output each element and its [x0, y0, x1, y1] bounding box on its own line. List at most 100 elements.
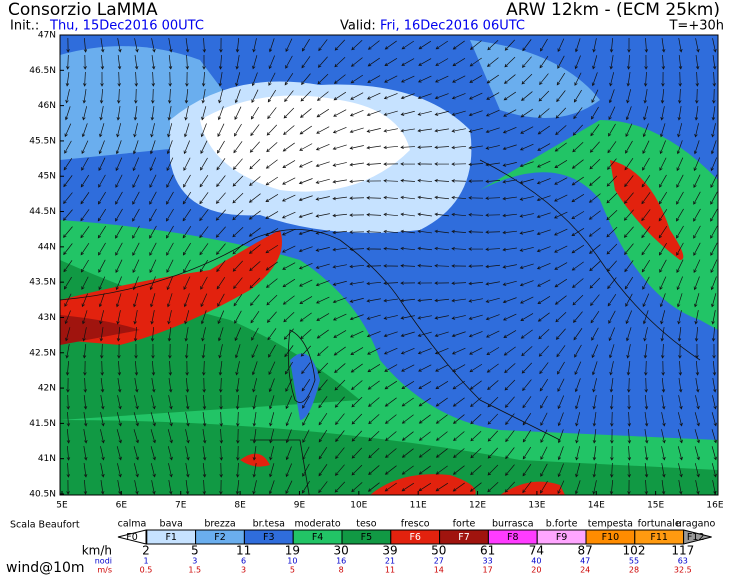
wind-arrow — [608, 327, 615, 342]
wind-arrow — [100, 446, 105, 461]
wind-arrow — [385, 431, 397, 441]
wind-arrow — [485, 314, 500, 321]
wind-arrow — [351, 447, 363, 459]
wind-arrow — [677, 327, 682, 342]
wind-arrow — [661, 378, 666, 393]
wind-arrow — [520, 126, 534, 134]
wind-arrow — [133, 310, 138, 325]
wind-arrow — [609, 55, 614, 70]
wind-arrow — [540, 446, 548, 460]
wind-arrow — [334, 379, 346, 391]
wind-arrow — [571, 211, 585, 219]
wind-arrow — [268, 344, 276, 358]
lat-label: 45N — [38, 172, 56, 182]
wind-arrow — [235, 72, 241, 87]
wind-arrow — [285, 38, 293, 53]
beaufort-name: b.forte — [546, 519, 578, 530]
wind-arrow — [266, 124, 278, 136]
wind-arrow — [168, 38, 173, 53]
wind-arrow — [266, 294, 278, 306]
beaufort-box — [683, 529, 712, 545]
wind-arrow — [217, 327, 224, 342]
wind-arrow — [590, 310, 600, 324]
wind-arrow — [252, 55, 258, 70]
wind-arrow — [251, 344, 259, 359]
wind-arrow — [266, 142, 278, 153]
wind-arrow — [202, 463, 207, 478]
wind-arrow — [351, 482, 363, 493]
wind-arrow — [200, 157, 208, 171]
wind-arrow — [677, 412, 683, 427]
lat-label: 45.5N — [29, 136, 56, 146]
wind-arrow — [643, 344, 648, 359]
wind-arrow — [285, 55, 293, 69]
wind-arrow — [553, 211, 568, 219]
wind-arrow — [401, 448, 414, 458]
wind-arrow — [150, 326, 155, 342]
wind-arrow — [252, 429, 257, 444]
wind-arrow — [487, 482, 499, 493]
wind-arrow — [711, 446, 717, 461]
wind-arrow — [554, 194, 568, 202]
wind-arrow — [167, 310, 172, 325]
wind-arrow — [678, 463, 683, 478]
wind-arrow — [66, 54, 70, 70]
wind-arrow — [185, 395, 190, 410]
wind-arrow — [283, 328, 294, 340]
wind-arrow — [400, 128, 415, 133]
wind-arrow — [536, 195, 551, 202]
wind-arrow — [468, 110, 483, 117]
wind-arrow — [710, 276, 717, 291]
wind-arrow — [168, 360, 173, 376]
wind-arrow — [641, 259, 651, 273]
wind-arrow — [554, 142, 567, 152]
wind-arrow — [298, 263, 313, 270]
wind-arrow — [519, 178, 534, 184]
wind-arrow — [349, 230, 365, 234]
wind-arrow — [151, 71, 155, 87]
wind-arrow — [368, 448, 380, 459]
wind-arrow — [383, 315, 398, 320]
wind-arrow — [98, 140, 105, 155]
wind-arrow — [334, 464, 345, 476]
unit-value: 102 — [623, 544, 646, 558]
beaufort-code: F6 — [409, 532, 421, 543]
wind-arrow — [166, 208, 174, 222]
wind-arrow — [301, 73, 311, 85]
wind-arrow — [434, 212, 449, 217]
wind-arrow — [417, 75, 432, 83]
wind-arrow — [486, 330, 500, 338]
wind-arrow — [677, 88, 682, 104]
beaufort-code: F9 — [556, 532, 568, 543]
wind-arrow — [349, 247, 365, 251]
wind-arrow — [539, 73, 549, 85]
wind-arrow — [661, 360, 665, 376]
wind-arrow — [349, 196, 365, 200]
wind-arrow — [285, 395, 293, 410]
wind-arrow — [334, 56, 346, 68]
wind-arrow — [117, 88, 121, 104]
wind-arrow — [166, 140, 173, 155]
wind-arrow — [572, 124, 583, 136]
wind-arrow — [282, 177, 296, 185]
wind-arrow — [65, 344, 70, 359]
wind-arrow — [400, 162, 416, 166]
wind-arrow — [202, 394, 207, 410]
wind-arrow — [592, 38, 597, 53]
wind-arrow — [351, 396, 363, 408]
wind-arrow — [695, 480, 700, 495]
wind-arrow — [487, 447, 499, 459]
wind-arrow — [134, 71, 139, 87]
wind-arrow — [711, 429, 717, 444]
wind-arrow — [132, 140, 139, 155]
wind-arrow — [540, 429, 548, 443]
wind-arrow — [554, 245, 568, 253]
wind-arrow — [521, 362, 533, 374]
wind-arrow — [216, 276, 226, 290]
wind-arrow — [334, 481, 346, 493]
wind-arrow — [383, 331, 398, 338]
wind-arrow — [219, 479, 223, 495]
wind-arrow — [99, 310, 105, 325]
wind-arrow — [554, 262, 568, 270]
wind-arrow — [470, 397, 482, 407]
